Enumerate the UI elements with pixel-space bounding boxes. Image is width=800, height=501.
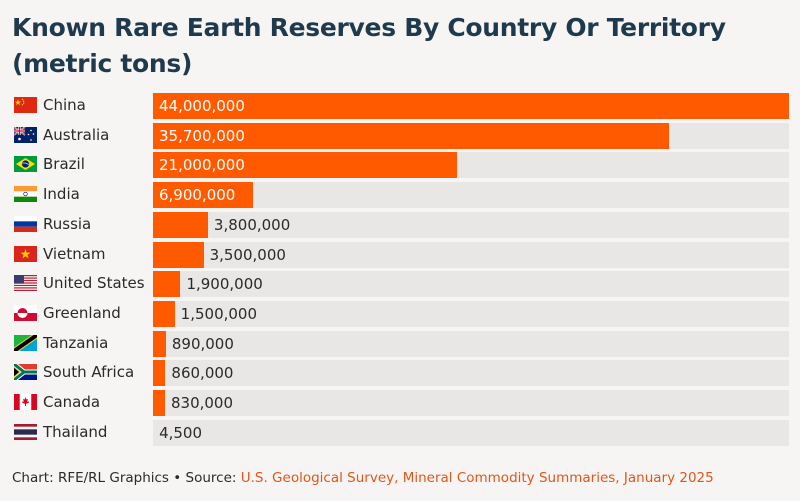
value-label: 1,500,000 <box>180 304 258 323</box>
bar-row: India 6,900,000 <box>0 182 800 209</box>
bar-row: Tanzania 890,000 <box>0 330 800 357</box>
bar <box>153 241 204 268</box>
canada-flag-icon <box>14 394 37 410</box>
bar-row: South Africa 860,000 <box>0 360 800 387</box>
chart-credit: Chart: RFE/RL Graphics • Source: <box>12 470 241 486</box>
category-label: Greenland <box>43 303 121 322</box>
category-label: Vietnam <box>43 244 106 263</box>
bar-track: 1,500,000 <box>153 300 789 327</box>
bar-track: 860,000 <box>153 360 789 387</box>
bar-row: Brazil 21,000,000 <box>0 152 800 179</box>
category-label: India <box>43 185 80 204</box>
bar-track: 35,700,000 <box>153 122 789 149</box>
united-states-flag-icon <box>14 275 37 292</box>
category-label: China <box>43 96 86 114</box>
bar-track: 1,900,000 <box>153 271 789 298</box>
category-label: Canada <box>43 393 101 411</box>
bar <box>153 360 166 387</box>
vietnam-flag-icon <box>14 245 37 262</box>
category-label: Tanzania <box>43 333 109 352</box>
category-label: Thailand <box>43 422 108 441</box>
bar <box>153 182 253 209</box>
bar-row: Greenland 1,500,000 <box>0 300 800 327</box>
tanzania-flag-icon <box>14 334 37 351</box>
bar-row: Russia 3,800,000 <box>0 211 800 238</box>
value-label: 35,700,000 <box>159 126 245 145</box>
value-label: 3,500,000 <box>209 245 286 264</box>
bar-row: United States 1,900,000 <box>0 271 800 298</box>
chart-footer: Chart: RFE/RL Graphics • Source: U.S. Ge… <box>12 470 714 486</box>
value-label: 4,500 <box>159 423 203 442</box>
value-label: 830,000 <box>170 394 234 412</box>
bar-row: Canada 830,000 <box>0 390 800 416</box>
bar-track: 890,000 <box>153 330 789 357</box>
bar-row: Vietnam 3,500,000 <box>0 241 800 268</box>
value-label: 6,900,000 <box>159 186 236 205</box>
south-africa-flag-icon <box>14 364 37 381</box>
category-label: Brazil <box>43 155 85 174</box>
value-label: 1,900,000 <box>186 275 263 294</box>
bar-track: 6,900,000 <box>153 182 789 209</box>
value-label: 890,000 <box>171 334 234 353</box>
category-label: South Africa <box>43 363 135 382</box>
bar-track: 830,000 <box>153 390 789 416</box>
bar-track: 21,000,000 <box>153 152 789 179</box>
russia-flag-icon <box>14 215 37 232</box>
category-label: Russia <box>43 214 92 233</box>
chart-title: Known Rare Earth Reserves By Country Or … <box>12 13 726 78</box>
bar-row: Thailand 4,500 <box>0 419 800 446</box>
bar-track: 3,500,000 <box>153 241 789 268</box>
bar <box>153 330 166 357</box>
bar <box>153 93 789 119</box>
australia-flag-icon <box>14 126 37 143</box>
bar <box>153 271 181 298</box>
india-flag-icon <box>14 186 37 203</box>
source-link[interactable]: U.S. Geological Survey, Mineral Commodit… <box>240 470 714 486</box>
bar <box>153 390 165 416</box>
bar <box>153 152 457 179</box>
category-label: Australia <box>43 125 110 144</box>
bar-track: 44,000,000 <box>153 93 789 119</box>
china-flag-icon <box>14 97 37 113</box>
value-label: 3,800,000 <box>213 215 291 234</box>
bar-row: Australia 35,700,000 <box>0 122 800 149</box>
bar-track: 4,500 <box>153 419 789 446</box>
bar <box>153 211 208 238</box>
bar-track: 3,800,000 <box>153 211 789 238</box>
brazil-flag-icon <box>14 156 37 173</box>
bar-row: China 44,000,000 <box>0 93 800 119</box>
bar <box>153 122 670 149</box>
value-label: 44,000,000 <box>159 97 245 115</box>
value-label: 21,000,000 <box>159 156 245 175</box>
greenland-flag-icon <box>14 304 37 321</box>
bar <box>153 300 175 327</box>
value-label: 860,000 <box>171 364 234 383</box>
category-label: United States <box>43 274 145 293</box>
thailand-flag-icon <box>14 423 37 440</box>
